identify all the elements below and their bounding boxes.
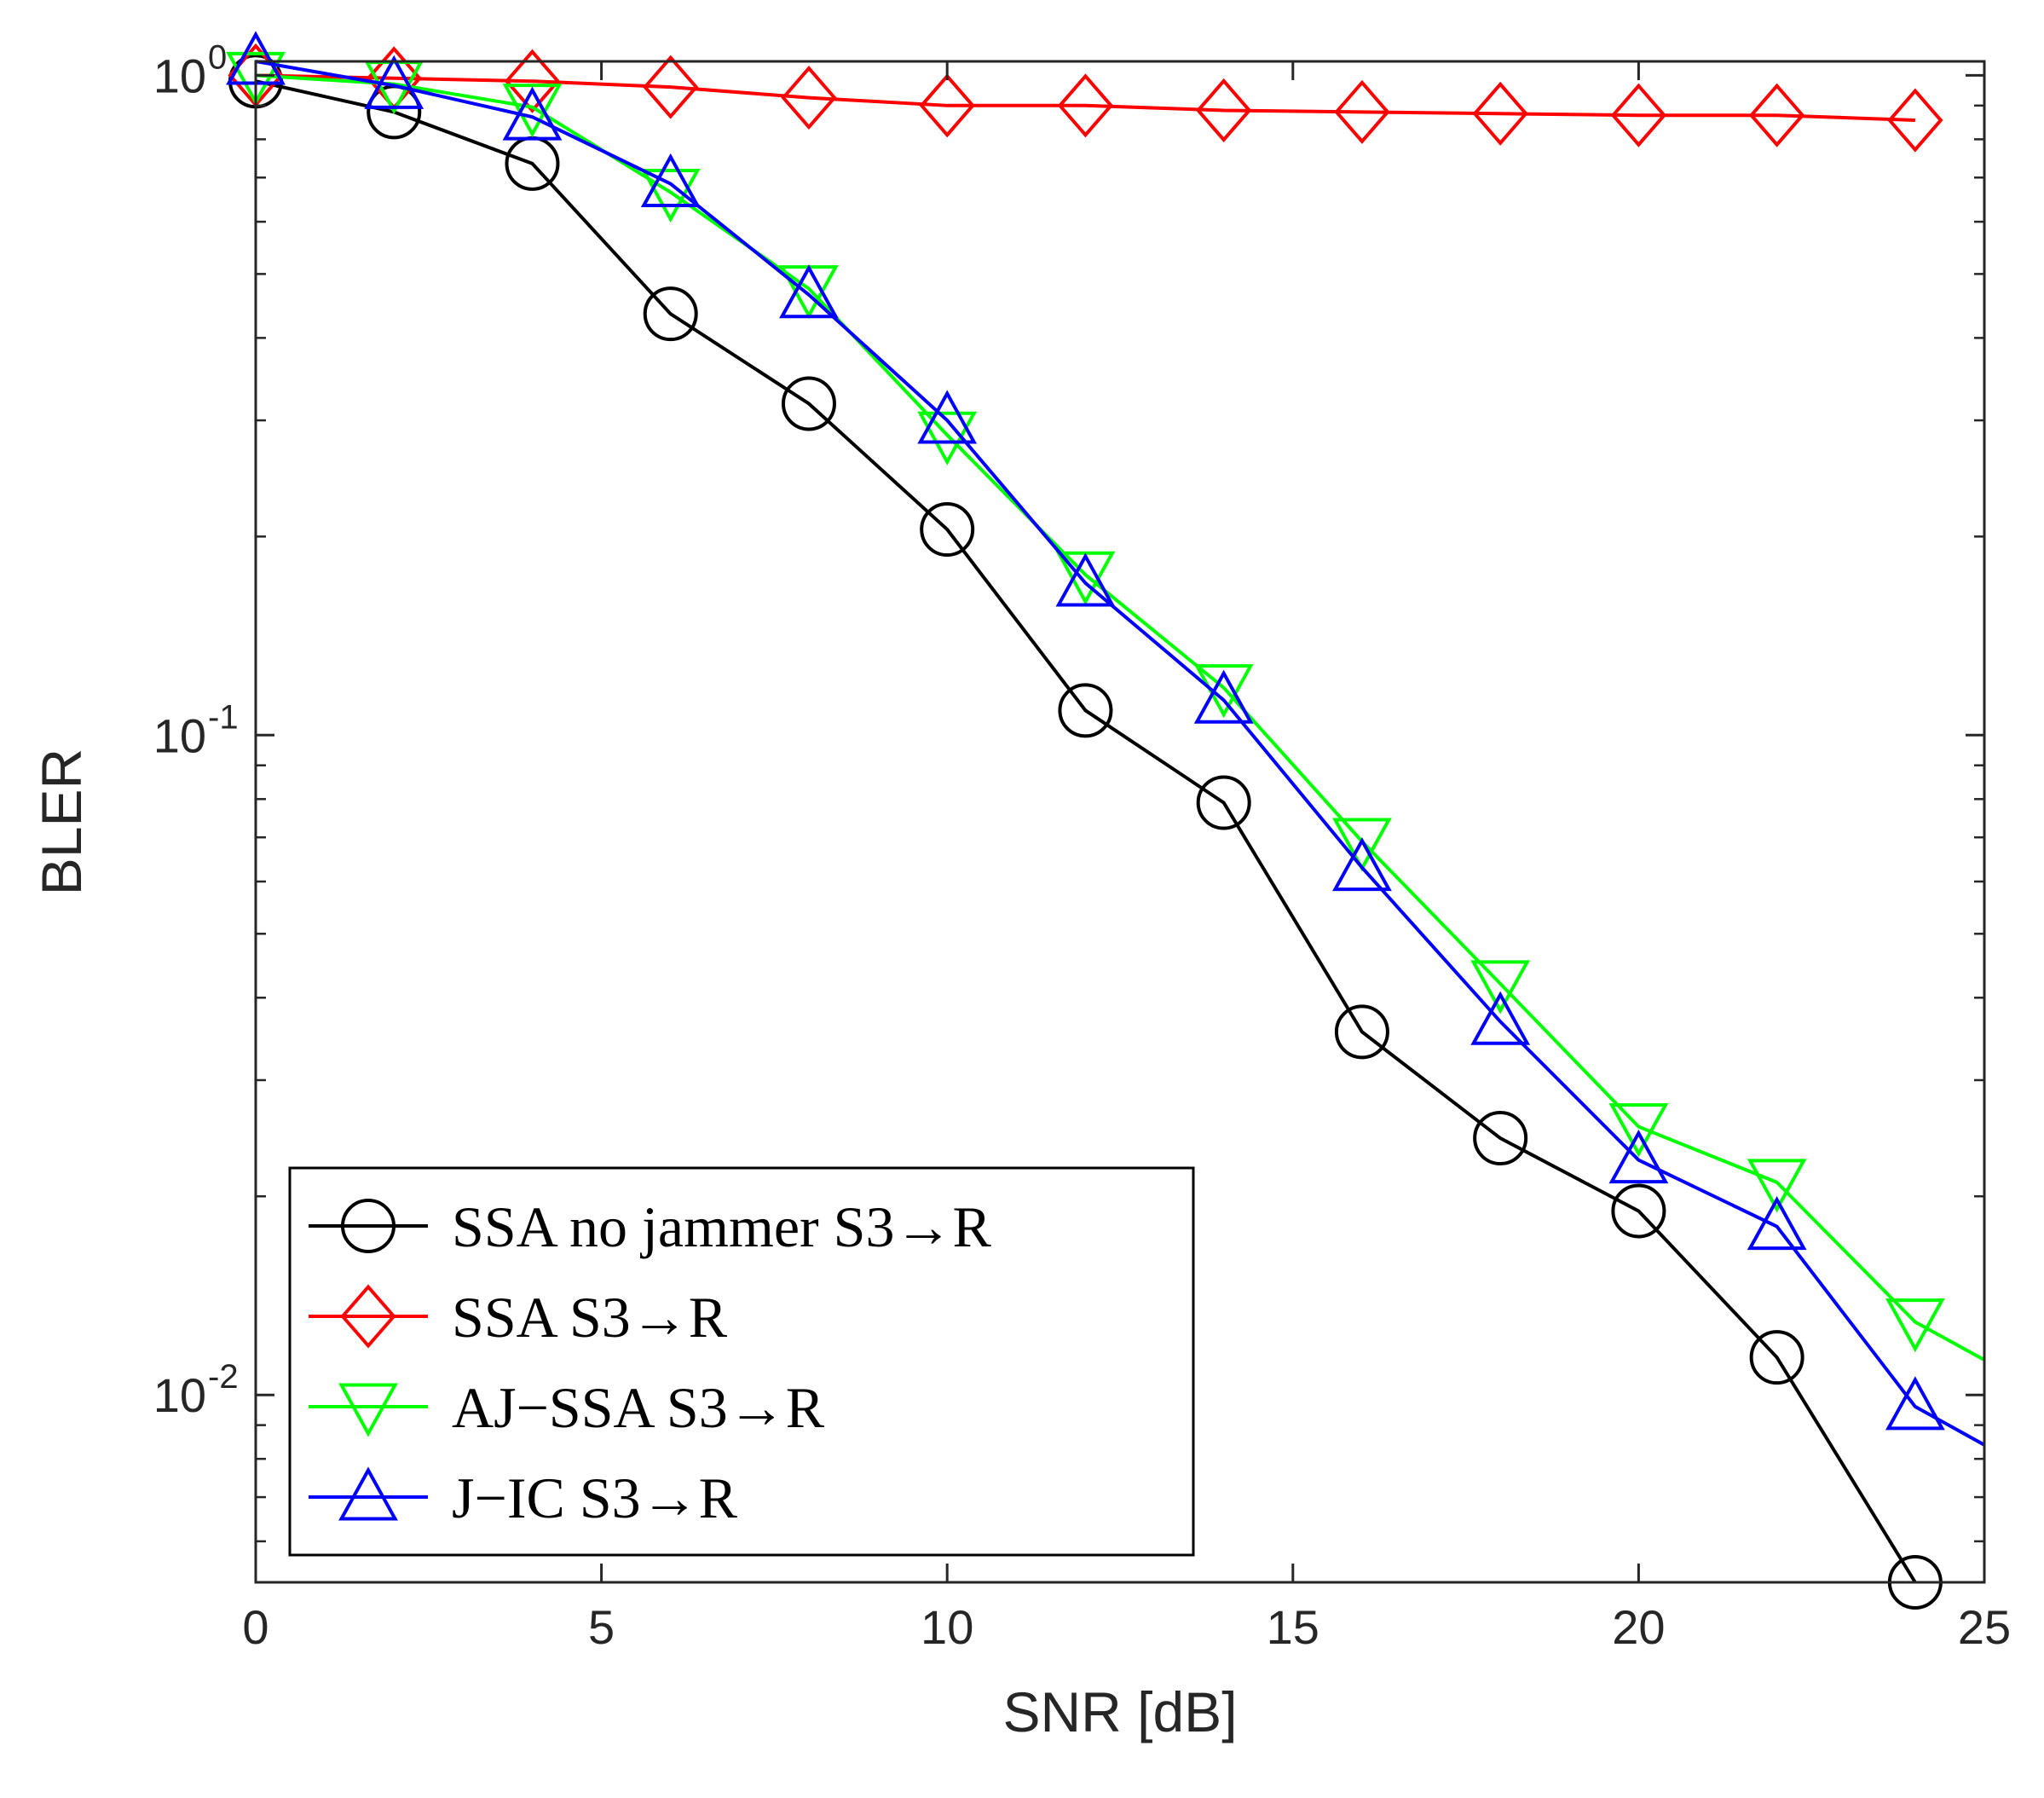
data-point-triangle-up	[1332, 836, 1392, 892]
data-point-triangle-up	[1885, 1376, 1945, 1431]
legend-label: SSA no jammer S3→R	[452, 1194, 991, 1259]
data-point-diamond	[643, 55, 699, 119]
y-tick-label: 10 -1	[153, 698, 239, 762]
x-tick-label: 25	[1958, 1600, 2011, 1654]
data-point-triangle-down	[226, 51, 286, 107]
data-point-diamond	[1887, 88, 1943, 153]
series-line	[256, 73, 1984, 1362]
data-point-triangle-down	[1608, 1103, 1669, 1158]
y-tick-label-base: 10	[153, 1368, 206, 1422]
legend-label: AJ−SSA S3→R	[452, 1375, 825, 1440]
data-point-triangle-up	[640, 153, 701, 208]
data-point-diamond	[1472, 81, 1528, 146]
y-axis-title: BLER	[30, 749, 93, 895]
data-point-triangle-up	[364, 55, 424, 109]
y-tick-label-base: 10	[153, 708, 206, 762]
y-tick-label-exponent: -2	[208, 1358, 239, 1396]
data-point-circle	[1749, 1330, 1804, 1385]
data-point-circle	[1473, 1111, 1528, 1166]
data-point-circle	[920, 502, 975, 558]
data-point-triangle-up	[1055, 552, 1116, 607]
data-point-triangle-up	[1470, 991, 1531, 1045]
data-point-circle	[1058, 683, 1113, 738]
data-point-triangle-up	[1608, 1130, 1669, 1184]
legend-box	[288, 1166, 1195, 1557]
data-point-triangle-up	[779, 264, 839, 319]
data-point-diamond	[1196, 78, 1252, 143]
y-tick-label-exponent: 0	[208, 38, 227, 76]
x-tick-label: 15	[1267, 1600, 1319, 1654]
y-tick-label: 10 -2	[153, 1358, 239, 1422]
data-point-triangle-up	[1747, 1196, 1807, 1251]
series-line	[256, 73, 1915, 123]
legend-marker-triangle-up	[338, 1466, 398, 1521]
series-triangle-up	[226, 31, 1984, 1447]
data-point-circle	[1611, 1183, 1666, 1239]
x-axis-title: SNR [dB]	[1002, 1680, 1237, 1743]
series-circle	[228, 54, 1943, 1610]
y-tick-label-exponent: -1	[208, 698, 239, 736]
y-tick-label-base: 10	[153, 49, 206, 102]
legend-marker-circle	[341, 1199, 396, 1253]
data-point-circle	[781, 376, 836, 431]
x-tick-label: 5	[588, 1600, 615, 1654]
series-line	[256, 60, 1984, 1447]
data-point-triangle-down	[1885, 1298, 1945, 1353]
series-line	[256, 79, 1917, 1584]
legend-entry: AJ−SSA S3→R	[309, 1375, 825, 1440]
legend: SSA no jammer S3→R SSA S3→R AJ−SSA S3→R J−I…	[288, 1166, 1195, 1557]
legend-entry: SSA no jammer S3→R	[309, 1194, 991, 1259]
data-point-triangle-up	[502, 86, 563, 141]
data-point-diamond	[1748, 83, 1805, 147]
data-point-circle	[643, 286, 698, 342]
legend-marker-triangle-down	[338, 1383, 398, 1437]
legend-label: J−IC S3→R	[452, 1466, 738, 1530]
legend-marker-diamond	[340, 1284, 396, 1349]
legend-entry: J−IC S3→R	[309, 1466, 738, 1530]
data-point-diamond	[504, 49, 561, 113]
x-tick-label: 10	[921, 1600, 973, 1654]
data-point-triangle-down	[1747, 1159, 1807, 1213]
data-point-diamond	[1334, 79, 1390, 144]
data-point-circle	[1334, 1004, 1389, 1060]
data-point-triangle-up	[1193, 669, 1254, 724]
data-point-triangle-down	[1470, 960, 1531, 1015]
series-layer	[226, 31, 1984, 1610]
x-tick-label: 0	[242, 1600, 268, 1654]
data-point-diamond	[1057, 73, 1114, 138]
legend-label: SSA S3→R	[452, 1285, 728, 1350]
data-point-circle	[1196, 775, 1251, 830]
data-point-triangle-up	[917, 390, 978, 444]
data-point-diamond	[1610, 83, 1667, 147]
data-point-diamond	[919, 73, 975, 138]
x-tick-label: 20	[1612, 1600, 1665, 1654]
legend-entry: SSA S3→R	[309, 1284, 728, 1350]
data-point-triangle-down	[1332, 818, 1392, 872]
plot-frame	[254, 60, 1986, 1584]
data-point-triangle-down	[502, 84, 563, 138]
data-point-diamond	[781, 66, 837, 130]
y-tick-label: 10 0	[153, 38, 228, 102]
